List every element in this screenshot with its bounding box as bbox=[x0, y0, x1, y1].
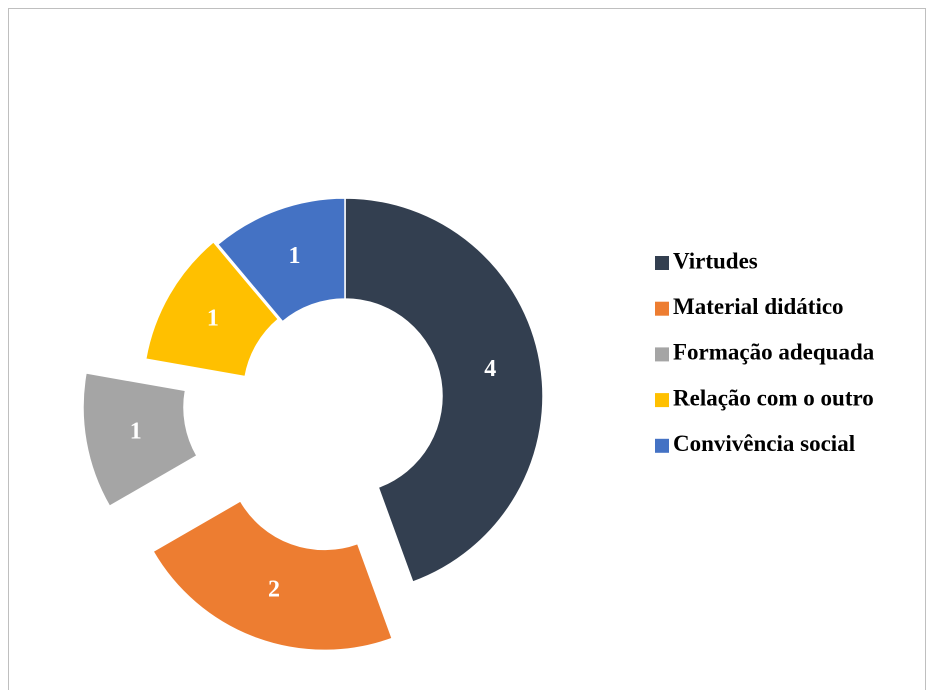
legend-swatch bbox=[655, 438, 669, 453]
legend-swatch bbox=[655, 301, 669, 316]
legend-label: Material didático bbox=[673, 294, 844, 319]
donut-slice bbox=[151, 499, 394, 652]
donut-slice bbox=[82, 372, 199, 508]
legend-label: Convivência social bbox=[673, 431, 855, 456]
donut-slice bbox=[144, 240, 280, 378]
data-label: 1 bbox=[130, 418, 142, 444]
legend-label: Virtudes bbox=[673, 248, 758, 273]
legend-swatch bbox=[655, 347, 669, 362]
legend-swatch bbox=[655, 393, 669, 408]
donut-slice bbox=[216, 197, 346, 323]
data-label: 1 bbox=[207, 305, 219, 331]
donut-slice bbox=[344, 197, 544, 584]
legend-label: Formação adequada bbox=[673, 340, 875, 365]
legend-swatch bbox=[655, 256, 669, 270]
data-label: 1 bbox=[289, 243, 301, 269]
data-label: 4 bbox=[484, 356, 496, 382]
data-label: 2 bbox=[268, 576, 280, 602]
legend-label: Relação com o outro bbox=[673, 385, 874, 410]
